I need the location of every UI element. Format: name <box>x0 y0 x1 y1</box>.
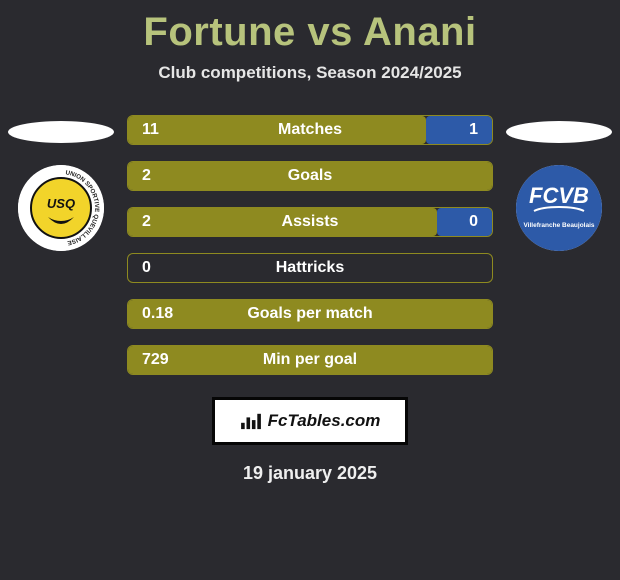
shadow-ellipse-right <box>506 121 612 143</box>
stat-label: Matches <box>188 121 432 139</box>
stat-label: Goals <box>188 167 432 185</box>
stat-label: Hattricks <box>188 259 432 277</box>
stat-label: Assists <box>188 213 432 231</box>
stat-row: 0Hattricks <box>127 253 493 283</box>
page-title: Fortune vs Anani <box>143 10 476 55</box>
stat-row: 729Min per goal <box>127 345 493 375</box>
stats-list: 11Matches12Goals2Assists00Hattricks0.18G… <box>127 115 493 375</box>
svg-text:USQ: USQ <box>47 196 75 211</box>
comparison-panel: UNION SPORTIVE QUEVILLAISE USQ FCVB Vill… <box>0 115 620 484</box>
club-crest-left: UNION SPORTIVE QUEVILLAISE USQ <box>18 165 104 251</box>
stat-row: 2Goals <box>127 161 493 191</box>
club-crest-right: FCVB Villefranche Beaujolais <box>516 165 602 251</box>
stat-value-left: 2 <box>128 213 188 231</box>
stat-row: 0.18Goals per match <box>127 299 493 329</box>
crest-right-svg: FCVB Villefranche Beaujolais <box>516 165 602 251</box>
stat-label: Goals per match <box>188 305 432 323</box>
shadow-ellipse-left <box>8 121 114 143</box>
stat-value-left: 2 <box>128 167 188 185</box>
stat-value-left: 0.18 <box>128 305 188 323</box>
stat-label: Min per goal <box>188 351 432 369</box>
stat-value-right: 0 <box>432 213 492 231</box>
date-label: 19 january 2025 <box>243 463 377 484</box>
crest-left-svg: UNION SPORTIVE QUEVILLAISE USQ <box>18 165 104 251</box>
stat-value-left: 729 <box>128 351 188 369</box>
attribution-text: FcTables.com <box>268 411 381 431</box>
bars-icon <box>240 412 262 430</box>
stat-value-left: 0 <box>128 259 188 277</box>
attribution-link[interactable]: FcTables.com <box>212 397 408 445</box>
stat-row: 2Assists0 <box>127 207 493 237</box>
stat-value-right: 1 <box>432 121 492 139</box>
stat-value-left: 11 <box>128 121 188 139</box>
subtitle: Club competitions, Season 2024/2025 <box>158 63 461 83</box>
svg-text:Villefranche Beaujolais: Villefranche Beaujolais <box>523 222 594 229</box>
svg-text:FCVB: FCVB <box>529 183 589 208</box>
stat-row: 11Matches1 <box>127 115 493 145</box>
